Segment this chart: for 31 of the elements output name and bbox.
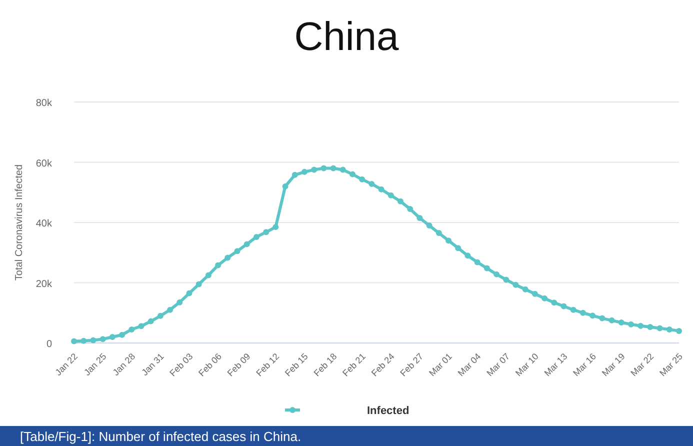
caption-banner: [Table/Fig-1]: Number of infected cases in China. xyxy=(0,426,693,446)
x-tick-label: Mar 10 xyxy=(513,351,540,378)
y-tick-label: 20k xyxy=(36,278,53,290)
x-tick-label: Feb 18 xyxy=(312,351,339,378)
x-tick-label: Mar 22 xyxy=(628,351,656,378)
x-tick-label: Jan 28 xyxy=(110,351,138,378)
x-tick-label: Feb 12 xyxy=(254,351,282,378)
y-axis-title: Total Coronavirus Infected xyxy=(14,164,25,281)
x-tick-label: Feb 15 xyxy=(283,351,310,378)
y-tick-label: 60k xyxy=(36,158,53,170)
x-tick-label: Feb 24 xyxy=(369,351,396,378)
y-tick-label: 80k xyxy=(36,98,53,109)
x-tick-label: Jan 22 xyxy=(53,351,80,378)
x-tick-label: Mar 13 xyxy=(542,351,570,378)
x-tick-label: Feb 27 xyxy=(398,351,426,378)
x-tick-label: Mar 07 xyxy=(484,351,512,378)
x-tick-label: Feb 09 xyxy=(225,351,252,378)
x-tick-label: Mar 19 xyxy=(600,351,627,378)
x-tick-label: Mar 25 xyxy=(658,351,684,378)
x-tick-label: Feb 03 xyxy=(168,351,195,378)
x-tick-label: Feb 21 xyxy=(340,351,368,378)
x-tick-label: Mar 16 xyxy=(571,351,598,378)
x-tick-label: Jan 25 xyxy=(82,351,108,378)
y-tick-label: 40k xyxy=(36,218,53,230)
x-tick-label: Mar 01 xyxy=(427,351,454,378)
chart-title: China xyxy=(294,15,400,59)
y-tick-label: 0 xyxy=(46,339,52,350)
x-tick-label: Mar 04 xyxy=(456,351,483,378)
x-tick-label: Jan 31 xyxy=(140,351,166,378)
x-tick-label: Feb 06 xyxy=(196,351,224,378)
text: Infected xyxy=(367,405,410,417)
